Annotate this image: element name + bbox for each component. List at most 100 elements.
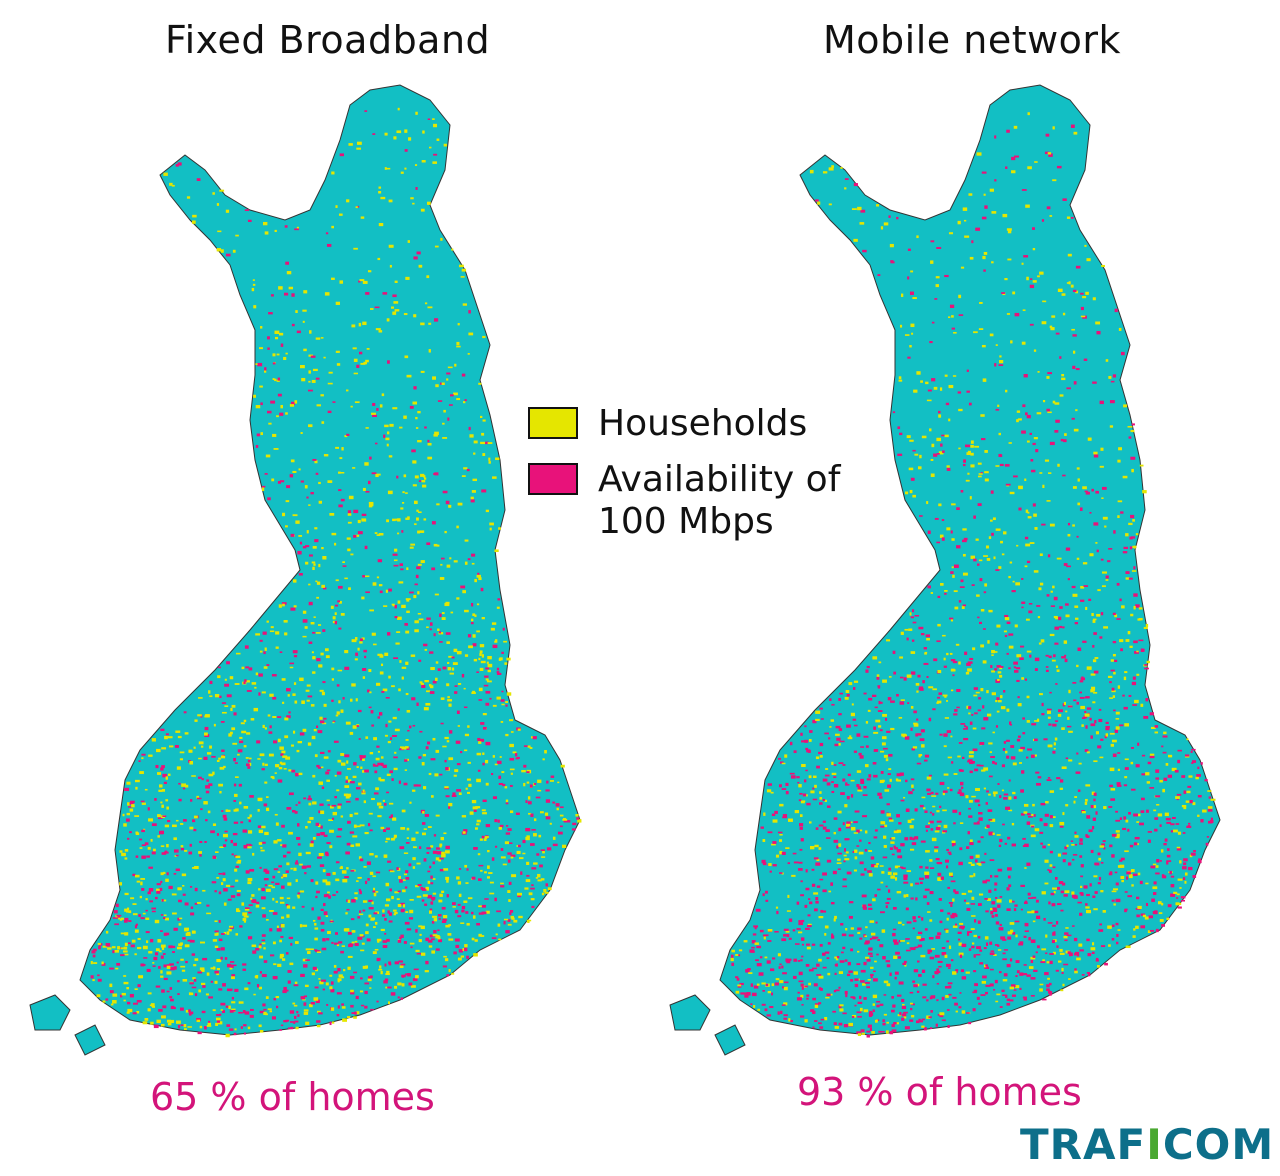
coverage-dot <box>1160 849 1164 853</box>
coverage-dot <box>1074 843 1078 846</box>
coverage-dot <box>961 976 967 980</box>
coverage-dot <box>499 824 504 828</box>
coverage-dot <box>1055 665 1059 668</box>
coverage-dot <box>919 938 923 942</box>
coverage-dot <box>246 843 252 846</box>
coverage-dot <box>245 763 250 767</box>
coverage-dot <box>416 509 419 512</box>
coverage-dot <box>146 968 151 972</box>
coverage-dot <box>119 850 123 853</box>
coverage-dot <box>412 846 417 849</box>
coverage-dot <box>822 171 828 174</box>
coverage-dot <box>859 222 865 225</box>
coverage-dot <box>976 764 981 767</box>
coverage-dot <box>415 574 419 579</box>
coverage-dot <box>123 975 127 977</box>
coverage-dot <box>819 707 823 710</box>
coverage-dot <box>942 450 945 453</box>
coverage-dot <box>779 803 784 807</box>
coverage-dot <box>948 985 952 989</box>
coverage-dot <box>261 939 266 942</box>
coverage-dot <box>1000 695 1003 699</box>
coverage-dot <box>356 147 361 150</box>
coverage-dot <box>839 960 845 963</box>
coverage-dot <box>204 726 209 731</box>
coverage-dot <box>1117 752 1121 754</box>
coverage-dot <box>801 985 807 988</box>
coverage-dot <box>358 782 362 786</box>
coverage-dot <box>427 826 432 828</box>
coverage-dot <box>166 932 170 936</box>
coverage-dot <box>927 792 931 795</box>
coverage-dot <box>449 557 452 560</box>
coverage-dot <box>906 942 910 945</box>
coverage-dot <box>473 440 478 444</box>
coverage-dot <box>398 960 403 963</box>
coverage-dot <box>868 907 873 910</box>
coverage-dot <box>264 231 269 235</box>
coverage-dot <box>312 631 316 634</box>
coverage-dot <box>141 888 145 891</box>
coverage-dot <box>365 591 370 594</box>
coverage-dot <box>531 829 536 831</box>
coverage-dot <box>856 770 862 773</box>
coverage-dot <box>302 309 307 312</box>
coverage-dot <box>354 943 357 946</box>
coverage-dot <box>919 804 924 808</box>
coverage-dot <box>427 306 433 309</box>
coverage-dot <box>430 845 434 848</box>
coverage-dot <box>545 799 551 803</box>
coverage-dot <box>1000 666 1004 668</box>
coverage-dot <box>1054 720 1059 722</box>
coverage-dot <box>1101 497 1104 499</box>
coverage-dot <box>273 963 277 966</box>
coverage-dot <box>880 825 885 828</box>
coverage-dot <box>323 903 326 907</box>
coverage-dot <box>267 347 270 350</box>
coverage-dot <box>347 899 351 903</box>
coverage-dot <box>1095 542 1098 544</box>
coverage-dot <box>951 327 956 330</box>
coverage-dot <box>1019 657 1024 661</box>
coverage-dot <box>1049 215 1053 217</box>
coverage-dot <box>1189 854 1193 858</box>
coverage-dot <box>135 855 139 858</box>
coverage-dot <box>1133 928 1136 931</box>
coverage-dot <box>429 622 433 626</box>
coverage-dot <box>422 130 425 134</box>
coverage-dot <box>310 621 315 625</box>
coverage-dot <box>505 832 511 835</box>
coverage-dot <box>1111 899 1115 902</box>
coverage-dot <box>167 964 172 967</box>
coverage-dot <box>308 354 314 357</box>
coverage-dot <box>1015 667 1021 670</box>
coverage-dot <box>910 477 915 481</box>
coverage-dot <box>263 651 266 655</box>
coverage-dot <box>1002 748 1006 751</box>
coverage-dot <box>1053 747 1056 750</box>
coverage-dot <box>432 892 437 895</box>
coverage-dot <box>177 735 182 739</box>
coverage-dot <box>350 870 355 872</box>
coverage-dot <box>964 235 970 238</box>
coverage-dot <box>1073 800 1076 804</box>
coverage-dot <box>160 930 163 932</box>
coverage-dot <box>944 928 949 931</box>
coverage-dot <box>461 268 467 272</box>
coverage-dot <box>968 948 972 951</box>
coverage-dot <box>380 928 385 932</box>
coverage-dot <box>328 371 333 374</box>
coverage-dot <box>161 899 167 902</box>
coverage-dot <box>386 318 390 322</box>
coverage-dot <box>387 741 391 744</box>
coverage-dot <box>361 755 366 758</box>
coverage-dot <box>864 981 870 984</box>
coverage-dot <box>942 790 948 793</box>
coverage-dot <box>245 666 249 669</box>
coverage-dot <box>334 620 338 625</box>
coverage-dot <box>1082 562 1088 565</box>
coverage-dot <box>505 930 510 934</box>
coverage-dot <box>525 827 531 832</box>
coverage-dot <box>112 1000 117 1004</box>
coverage-dot <box>193 828 197 832</box>
